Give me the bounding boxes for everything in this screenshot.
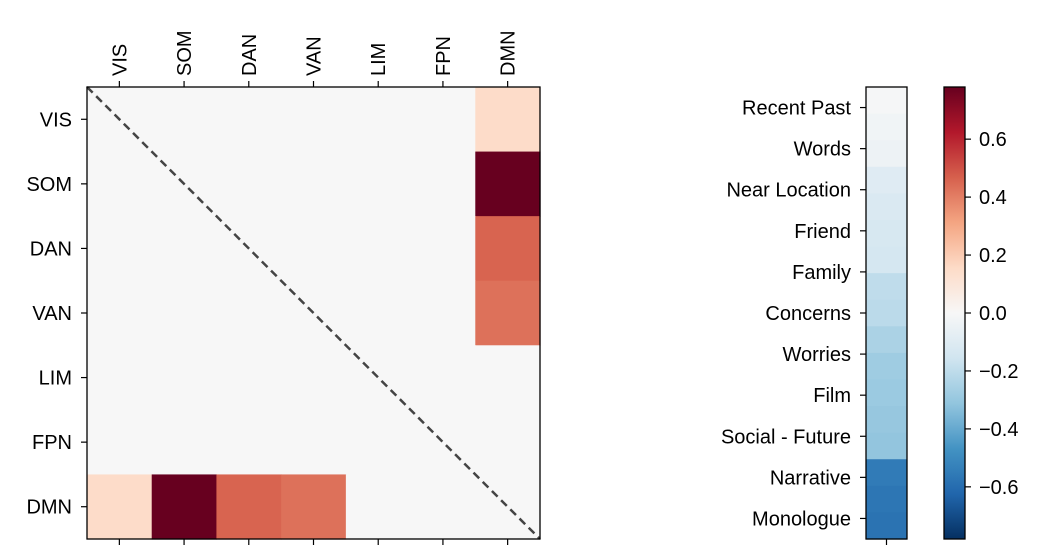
matrix-cell	[151, 280, 218, 346]
matrix-cell	[475, 151, 541, 217]
diagonal-dashed-line	[86, 86, 541, 540]
colorbar-tick-label: 0.6	[979, 129, 1007, 151]
strip-cell	[866, 166, 907, 194]
strip-label: Recent Past	[742, 98, 851, 120]
strip-cell	[866, 432, 907, 460]
strip-cell	[866, 485, 907, 514]
x-tick-label: FPN	[433, 36, 455, 76]
network-matrix-heatmap	[87, 87, 541, 540]
matrix-cell	[410, 216, 476, 282]
strip-label: Monologue	[752, 508, 851, 530]
strip-label: Friend	[794, 221, 851, 243]
matrix-cell	[475, 87, 541, 153]
matrix-cell	[87, 151, 153, 217]
colorbar-tick-label: −0.2	[979, 361, 1018, 383]
matrix-cell	[345, 409, 412, 476]
matrix-cell	[216, 409, 282, 476]
strip-cell	[866, 87, 907, 115]
x-tick-label: DMN	[498, 30, 520, 76]
matrix-cell	[87, 280, 153, 346]
y-tick-label: LIM	[39, 368, 72, 390]
x-tick-label: DAN	[239, 34, 261, 76]
matrix-cell	[345, 87, 412, 153]
strip-cell	[866, 273, 907, 301]
x-tick-label: VIS	[109, 44, 131, 76]
matrix-cell	[216, 151, 282, 217]
strip-cell	[866, 140, 907, 168]
strip-cell	[866, 459, 907, 487]
x-tick-label: VAN	[304, 36, 326, 76]
network-matrix-axes: VIS VIS SOM SOM DAN DAN VAN VAN LIM LIM FPN FPN DMN D…	[26, 30, 541, 545]
matrix-cell	[87, 345, 153, 411]
y-tick-label: DAN	[30, 238, 72, 260]
strip-cell	[866, 193, 907, 221]
matrix-cell	[281, 345, 347, 411]
matrix-cell	[410, 474, 476, 540]
matrix-cell	[410, 345, 476, 411]
x-tick-label: LIM	[368, 43, 390, 76]
matrix-cell	[151, 409, 218, 476]
colorbar-tick-label: −0.4	[979, 419, 1018, 441]
matrix-cell	[151, 474, 218, 540]
matrix-cell	[216, 345, 282, 411]
colorbar-tick-label: 0.0	[979, 303, 1007, 325]
matrix-cell	[87, 474, 153, 540]
matrix-cell	[151, 87, 218, 153]
matrix-cell	[475, 280, 541, 346]
matrix-cell	[281, 409, 347, 476]
strip-cell	[866, 326, 907, 354]
colorbar-tick-label: 0.4	[979, 187, 1007, 209]
y-tick-label: DMN	[26, 497, 72, 519]
strip-label: Narrative	[770, 467, 851, 489]
matrix-cell	[345, 474, 412, 540]
strip-cell	[866, 352, 907, 381]
strip-label: Concerns	[765, 303, 851, 325]
strip-label: Words	[794, 139, 851, 161]
matrix-cell	[281, 474, 347, 540]
strip-cell	[866, 512, 907, 540]
matrix-cell	[345, 216, 412, 282]
strip-label: Film	[813, 385, 851, 407]
strip-cell	[866, 299, 907, 327]
category-strip-heatmap	[866, 87, 907, 540]
matrix-cell	[87, 409, 153, 476]
matrix-cell	[475, 216, 541, 282]
category-strip-axes: Recent Past Words Near Location Friend Famil…	[721, 86, 908, 545]
strip-cell	[866, 246, 907, 274]
strip-cell	[866, 379, 907, 407]
matrix-cell	[151, 345, 218, 411]
y-tick-label: SOM	[26, 174, 72, 196]
matrix-cell	[87, 216, 153, 282]
matrix-cell	[216, 87, 282, 153]
strip-cell	[866, 113, 907, 141]
matrix-cell	[216, 280, 282, 346]
strip-label: Near Location	[726, 180, 851, 202]
colorbar: 0.6 0.4 0.2 0.0 −0.2 −0.4 −0.6	[943, 86, 1018, 540]
strip-cell	[866, 219, 907, 248]
matrix-cell	[345, 151, 412, 217]
y-tick-label: VAN	[32, 303, 72, 325]
strip-label: Family	[792, 262, 851, 284]
matrix-cell	[345, 280, 412, 346]
matrix-cell	[410, 151, 476, 217]
matrix-cell	[216, 474, 282, 540]
matrix-cell	[281, 151, 347, 217]
matrix-cell	[475, 345, 541, 411]
strip-label: Social - Future	[721, 426, 851, 448]
matrix-cell	[410, 280, 476, 346]
colorbar-tick-label: −0.6	[979, 477, 1018, 499]
matrix-cell	[151, 216, 218, 282]
y-tick-label: VIS	[40, 109, 72, 131]
matrix-cell	[475, 409, 541, 476]
x-tick-label: SOM	[174, 30, 196, 76]
strip-label: Worries	[782, 344, 851, 366]
y-tick-label: FPN	[32, 432, 72, 454]
colorbar-tick-label: 0.2	[979, 245, 1007, 267]
colorbar-bar	[943, 86, 966, 540]
matrix-cell	[281, 216, 347, 282]
matrix-cell	[410, 87, 476, 153]
matrix-cell	[281, 87, 347, 153]
strip-cell	[866, 406, 907, 434]
